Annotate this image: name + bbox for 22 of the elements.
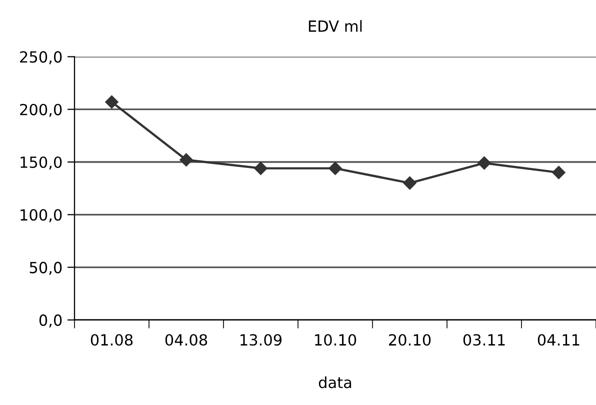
point [328, 162, 342, 175]
point [403, 176, 416, 190]
y-tick-label: 200,0 [20, 104, 62, 117]
chart-title: EDV ml [308, 20, 362, 32]
x-tick-label: 10.10 [315, 334, 356, 346]
y-tick-label: 100,0 [20, 209, 62, 222]
x-axis-title: data [318, 376, 352, 388]
x-tick-label: 04.08 [165, 334, 208, 346]
y-tick-label: 150,0 [20, 156, 62, 170]
x-tick-label: 03.11 [463, 334, 505, 346]
point [180, 153, 193, 166]
x-tick-label: 01.08 [90, 334, 133, 346]
y-tick-label: 0,0 [39, 314, 62, 328]
x-tick-label: 13.09 [240, 334, 282, 346]
x-tick-label: 04.11 [538, 334, 580, 346]
y-tick-label: 50,0 [30, 262, 62, 275]
point [254, 162, 268, 175]
point [105, 95, 118, 109]
y-tick-label: 250,0 [20, 51, 62, 64]
point [478, 156, 491, 170]
x-tick-label: 20.10 [389, 334, 431, 346]
point [552, 166, 566, 180]
